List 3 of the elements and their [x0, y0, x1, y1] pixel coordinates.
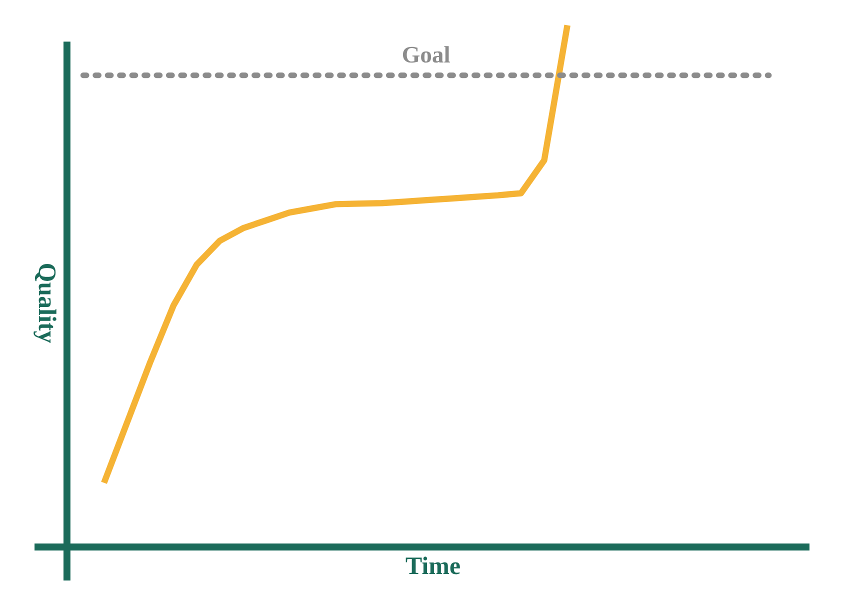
- x-axis-title: Time: [406, 556, 460, 574]
- y-axis-title: Quality: [34, 264, 56, 344]
- ref-line-label: Goal: [402, 46, 450, 63]
